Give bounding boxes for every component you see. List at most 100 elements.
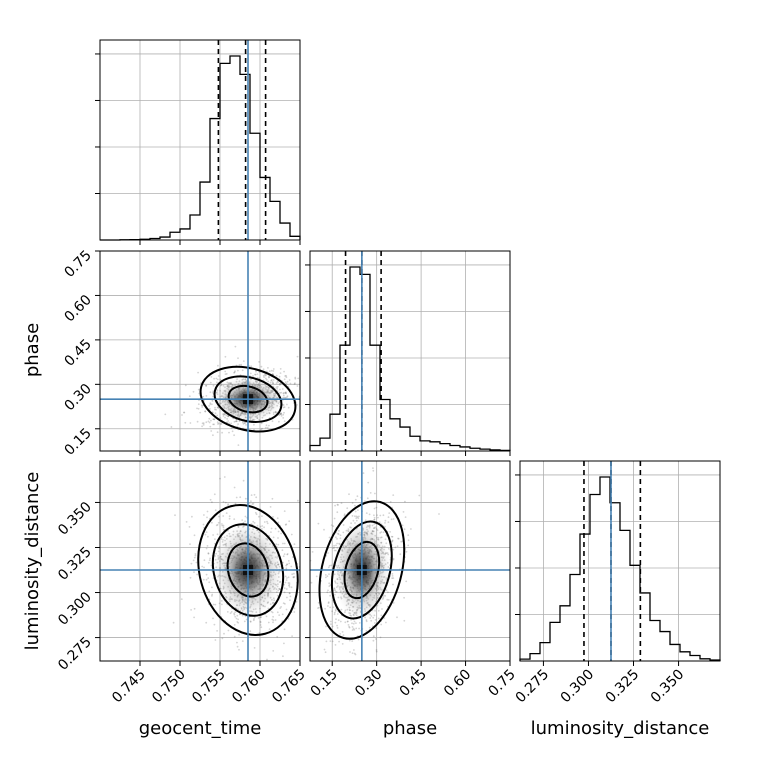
sample-point	[382, 514, 385, 517]
sample-point	[210, 564, 213, 567]
sample-point	[392, 494, 395, 496]
sample-point	[258, 371, 261, 374]
sample-point	[270, 369, 273, 372]
sample-point	[276, 635, 279, 638]
sample-point	[212, 603, 215, 606]
sample-point	[259, 624, 262, 626]
y-tick-label: 0.325	[55, 544, 95, 584]
sample-point	[385, 621, 387, 624]
sample-point	[270, 531, 272, 533]
sample-point	[329, 606, 331, 609]
y-tick-label: 0.30	[61, 381, 94, 414]
sample-point	[241, 519, 244, 521]
y-tick-label: 0.300	[55, 589, 95, 629]
sample-point	[324, 574, 327, 576]
sample-point	[207, 552, 210, 555]
sample-point	[217, 521, 220, 524]
sample-point	[284, 575, 287, 578]
sample-point	[238, 648, 240, 651]
hist-panel-luminosity-distance: 0.275 0.300 0.325 0.350	[513, 460, 721, 706]
sample-point	[270, 379, 273, 382]
histogram-step	[100, 55, 301, 241]
sample-point	[188, 395, 191, 398]
x-tick-label: 0.765	[269, 667, 309, 707]
sample-point	[366, 497, 369, 500]
sample-point	[250, 365, 253, 368]
sample-point	[387, 516, 390, 519]
sample-point	[354, 653, 357, 656]
sample-point	[286, 596, 288, 599]
sample-point	[330, 524, 333, 526]
sample-point	[255, 496, 258, 499]
contour-inner	[227, 384, 269, 414]
sample-point	[352, 622, 355, 625]
sample-point	[233, 420, 236, 423]
sample-point	[317, 607, 319, 609]
sample-point	[217, 423, 219, 425]
sample-point	[328, 585, 331, 587]
sample-point	[407, 458, 409, 460]
sample-point	[377, 617, 380, 620]
sample-point	[407, 539, 410, 542]
sample-point	[329, 584, 332, 586]
sample-point	[354, 510, 357, 513]
sample-point	[281, 549, 284, 552]
sample-point	[279, 413, 281, 416]
sample-point	[287, 582, 290, 584]
sample-point	[272, 368, 275, 370]
sample-point	[254, 373, 256, 376]
sample-point	[272, 516, 274, 518]
sample-point	[172, 621, 175, 624]
sample-point	[340, 502, 343, 504]
sample-point	[392, 518, 395, 520]
sample-point	[295, 600, 298, 603]
sample-point	[281, 613, 284, 616]
sample-point	[286, 395, 289, 398]
sample-point	[209, 498, 212, 501]
sample-point	[293, 575, 296, 578]
sample-point	[271, 611, 274, 614]
sample-point	[272, 615, 274, 618]
sample-point	[242, 479, 245, 482]
sample-point	[335, 618, 337, 621]
sample-point	[356, 495, 359, 498]
sample-point	[391, 573, 394, 575]
sample-point	[278, 614, 281, 616]
sample-point	[334, 593, 336, 596]
sample-point	[334, 610, 337, 612]
sample-point	[356, 516, 359, 519]
sample-point	[307, 556, 309, 558]
y-axis-label-luminosity-distance: luminosity_distance	[22, 472, 43, 651]
sample-point	[404, 500, 406, 503]
sample-point	[207, 552, 210, 555]
sample-point	[407, 544, 410, 547]
sample-point	[233, 434, 236, 437]
sample-point	[405, 550, 408, 553]
sample-point	[329, 594, 331, 597]
sample-point	[213, 377, 216, 380]
sample-point	[264, 377, 267, 380]
sample-point	[392, 557, 395, 560]
sample-point	[387, 599, 390, 601]
sample-point	[283, 628, 286, 631]
sample-point	[283, 392, 285, 394]
sample-point	[285, 391, 287, 394]
sample-point	[216, 421, 219, 424]
sample-point	[208, 405, 211, 407]
sample-point	[337, 504, 339, 506]
sample-point	[250, 500, 252, 502]
sample-point	[373, 518, 376, 521]
sample-point	[204, 410, 207, 413]
sample-point	[282, 406, 285, 409]
sample-point	[278, 414, 280, 416]
sample-point	[372, 467, 374, 469]
sample-point	[283, 591, 286, 594]
sample-point	[283, 587, 286, 590]
sample-point	[328, 582, 331, 585]
sample-point	[259, 616, 262, 618]
sample-point	[224, 370, 227, 373]
sample-point	[268, 370, 271, 373]
sample-point	[211, 403, 213, 406]
sample-point	[213, 418, 216, 421]
sample-point	[293, 572, 295, 575]
